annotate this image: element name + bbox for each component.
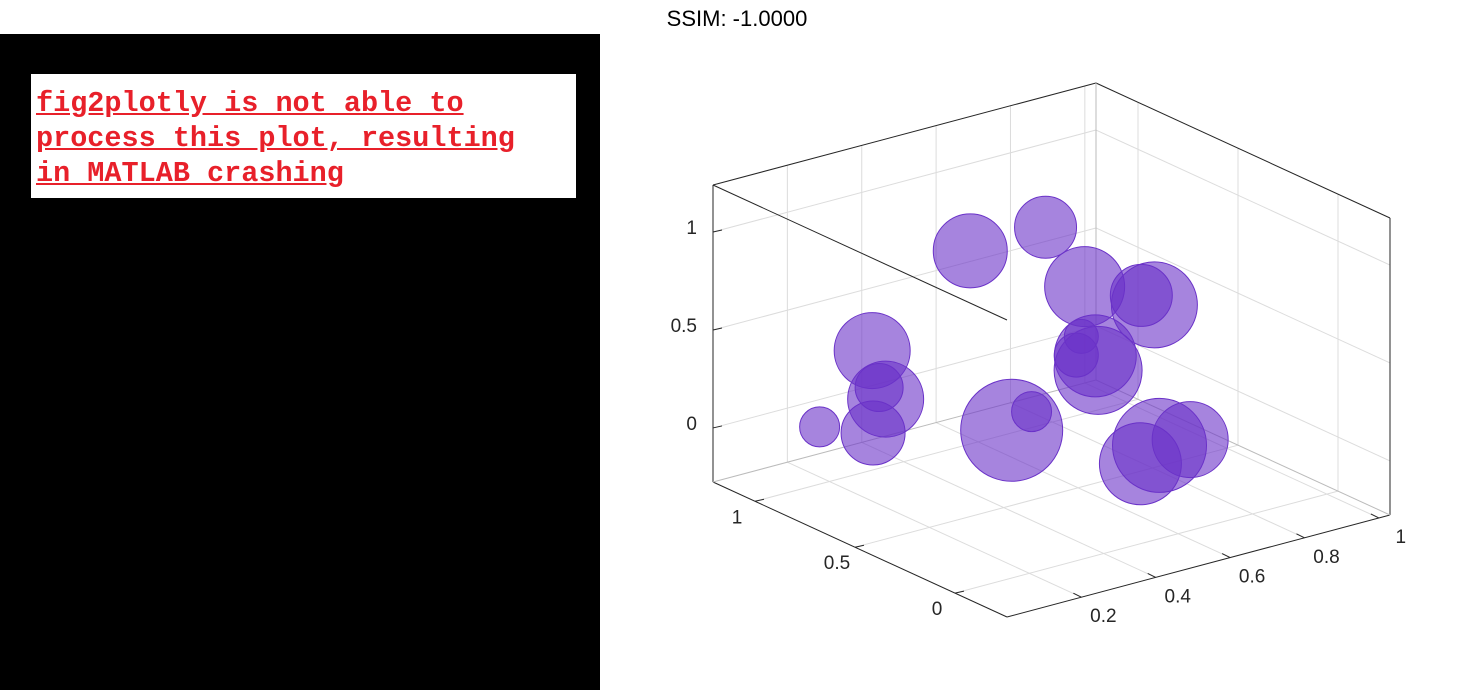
tick-mark xyxy=(712,425,723,429)
bubble xyxy=(1109,263,1173,327)
bubble xyxy=(799,406,841,448)
tick-mark xyxy=(1221,553,1231,559)
x-tick-label: 0.8 xyxy=(1313,547,1339,568)
tick-mark xyxy=(712,229,723,233)
message-line: process this plot, resulting xyxy=(36,122,515,155)
tick-mark xyxy=(854,544,865,548)
tick-mark xyxy=(1147,572,1156,578)
tick-mark xyxy=(1296,533,1305,539)
bubble xyxy=(1151,401,1229,479)
grid-line xyxy=(1095,129,1391,266)
tick-mark xyxy=(1370,513,1380,519)
y-tick-label: 0.5 xyxy=(824,553,850,574)
grid-line xyxy=(954,490,1339,594)
y-tick-label: 1 xyxy=(732,507,743,528)
y-tick-label: 0 xyxy=(932,599,943,620)
grid-line xyxy=(861,441,1156,578)
grid-line xyxy=(1095,325,1391,462)
x-tick-label: 0.4 xyxy=(1165,586,1192,607)
axis-line xyxy=(712,481,1008,618)
message-line: in MATLAB crashing xyxy=(36,157,344,190)
error-message: fig2plotly is not able to process this pl… xyxy=(31,74,576,198)
x-tick-label: 0.2 xyxy=(1090,606,1116,627)
axis-line xyxy=(712,184,1008,321)
chart-title: SSIM: -1.0000 xyxy=(667,6,808,31)
error-panel: fig2plotly is not able to process this pl… xyxy=(0,34,600,690)
tick-mark xyxy=(954,590,965,594)
z-tick-label: 1 xyxy=(686,218,697,239)
grid-line xyxy=(787,461,1082,598)
bubble xyxy=(960,378,1064,482)
axis-line xyxy=(712,82,1097,186)
axis-line xyxy=(1006,514,1391,618)
z-tick-label: 0.5 xyxy=(671,316,697,337)
z-tick-label: 0 xyxy=(686,414,697,435)
tick-mark xyxy=(712,327,723,331)
grid-line xyxy=(754,398,1139,502)
grid-line xyxy=(1095,227,1391,364)
bubble xyxy=(1014,195,1078,259)
bubble xyxy=(1063,318,1099,354)
message-line: fig2plotly is not able to xyxy=(36,87,464,120)
x-tick-label: 0.6 xyxy=(1239,567,1265,588)
x-tick-label: 1 xyxy=(1396,527,1407,548)
axis-line xyxy=(1095,82,1391,219)
tick-mark xyxy=(1073,592,1082,598)
tick-mark xyxy=(754,498,765,502)
bubble xyxy=(833,312,911,390)
bubble xyxy=(1011,391,1053,433)
grid-line xyxy=(712,129,1097,233)
bubble xyxy=(932,213,1008,289)
